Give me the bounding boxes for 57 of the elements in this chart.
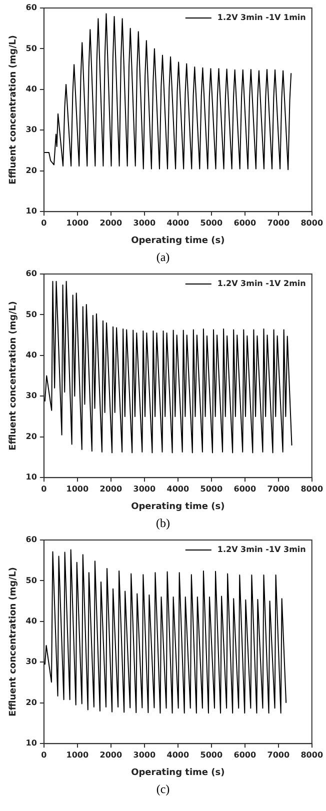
x-tick-label: 3000 <box>133 484 156 494</box>
x-tick-label: 8000 <box>300 484 324 494</box>
y-tick-label: 30 <box>26 391 38 400</box>
x-tick-label: 1000 <box>66 484 89 494</box>
x-tick-label: 5000 <box>200 484 223 494</box>
y-tick-label: 30 <box>26 657 38 666</box>
x-tick-label: 1000 <box>66 218 89 228</box>
x-tick-label: 1000 <box>66 750 89 760</box>
y-tick-label: 50 <box>26 44 38 53</box>
x-tick-label: 6000 <box>234 750 256 760</box>
x-tick-label: 2000 <box>100 750 122 760</box>
x-tick-label: 2000 <box>100 218 122 228</box>
x-tick-label: 2000 <box>100 484 122 494</box>
y-axis-title: Effluent concentration (mg/L) <box>8 301 19 450</box>
legend-label: 1.2V 3min -1V 3min <box>217 545 306 554</box>
x-tick-label: 5000 <box>200 218 223 228</box>
x-tick-label: 8000 <box>300 218 324 228</box>
x-tick-label: 0 <box>41 218 48 228</box>
x-tick-label: 4000 <box>166 750 190 760</box>
y-tick-label: 20 <box>26 698 38 707</box>
x-tick-label: 4000 <box>166 218 190 228</box>
x-tick-label: 0 <box>41 750 48 760</box>
legend-label: 1.2V 3min -1V 2min <box>217 279 306 288</box>
y-tick-label: 60 <box>26 535 38 544</box>
x-tick-label: 8000 <box>300 750 324 760</box>
x-tick-label: 5000 <box>200 750 223 760</box>
x-tick-label: 4000 <box>166 484 190 494</box>
text: (c) <box>155 782 171 798</box>
y-tick-label: 60 <box>26 3 38 12</box>
x-tick-label: 6000 <box>234 218 256 228</box>
x-tick-label: 3000 <box>133 218 156 228</box>
y-tick-label: 50 <box>26 576 38 585</box>
x-axis-title: Operating time (s) <box>131 768 225 778</box>
y-axis-title: Effluent concentration (mg/L) <box>8 35 19 184</box>
text: (a) <box>155 250 171 266</box>
y-tick-label: 50 <box>26 310 38 319</box>
x-tick-label: 3000 <box>133 750 156 760</box>
x-tick-label: 7000 <box>267 750 290 760</box>
legend-label: 1.2V 3min -1V 1min <box>217 13 306 22</box>
x-tick-label: 7000 <box>267 218 290 228</box>
text: (b) <box>155 516 171 532</box>
y-tick-label: 10 <box>26 472 38 482</box>
y-tick-label: 40 <box>26 350 38 360</box>
y-tick-label: 60 <box>26 269 38 278</box>
y-tick-label: 30 <box>26 125 38 134</box>
x-tick-label: 0 <box>41 484 48 494</box>
y-tick-label: 10 <box>26 738 38 748</box>
y-tick-label: 40 <box>26 84 38 94</box>
y-axis-title: Effluent concentration (mg/L) <box>8 567 19 716</box>
y-tick-label: 10 <box>26 206 38 216</box>
y-tick-label: 40 <box>26 616 38 626</box>
y-tick-label: 20 <box>26 432 38 441</box>
y-tick-label: 20 <box>26 166 38 175</box>
x-tick-label: 7000 <box>267 484 290 494</box>
x-tick-label: 6000 <box>234 484 256 494</box>
x-axis-title: Operating time (s) <box>131 502 225 512</box>
x-axis-title: Operating time (s) <box>131 236 225 246</box>
